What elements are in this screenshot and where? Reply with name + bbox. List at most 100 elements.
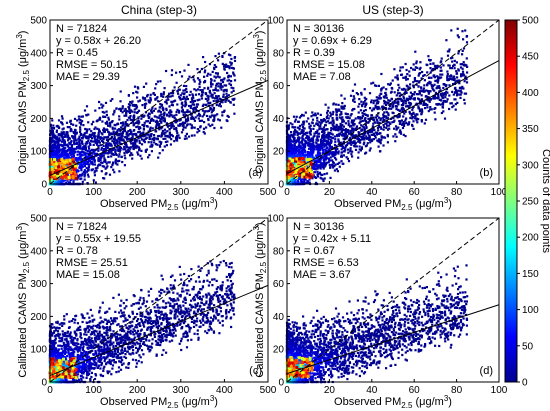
density-cell — [296, 154, 299, 157]
density-cell — [230, 80, 233, 83]
density-cell — [100, 148, 103, 151]
density-cell — [362, 134, 365, 137]
y-tick-label: 300 — [30, 81, 47, 92]
density-cell — [334, 148, 337, 151]
density-cell — [318, 154, 321, 157]
density-cell — [100, 156, 103, 159]
density-cell — [330, 136, 333, 139]
density-cell — [453, 87, 457, 90]
density-cell — [150, 109, 153, 113]
density-cell — [436, 75, 439, 78]
density-cell — [55, 149, 59, 152]
density-cell — [452, 104, 455, 107]
density-cell — [130, 101, 133, 104]
density-cell — [182, 111, 185, 114]
density-cell — [133, 114, 136, 117]
density-cell — [193, 119, 196, 122]
density-cell — [308, 122, 311, 125]
density-cell — [414, 114, 417, 117]
density-cell — [73, 132, 76, 135]
density-cell — [50, 153, 53, 156]
density-cell — [73, 130, 77, 133]
density-cell — [226, 79, 229, 82]
density-cell — [180, 131, 184, 134]
density-cell — [403, 122, 406, 125]
density-cell — [162, 116, 165, 119]
density-cell — [105, 136, 109, 139]
density-cell — [365, 135, 368, 138]
density-cell — [215, 82, 218, 85]
density-cell — [204, 60, 207, 64]
density-cell — [364, 99, 367, 102]
density-cell — [148, 153, 151, 157]
density-cell — [442, 92, 445, 96]
density-cell — [208, 63, 211, 66]
density-cell — [78, 163, 81, 166]
density-cell — [346, 157, 349, 160]
density-cell — [456, 76, 459, 79]
density-cell — [358, 145, 361, 148]
density-cell — [440, 57, 443, 60]
density-cell — [331, 151, 334, 154]
density-cell — [324, 119, 327, 122]
density-cell — [78, 139, 81, 143]
density-cell — [70, 169, 73, 172]
density-cell — [92, 151, 95, 154]
density-cell — [437, 79, 440, 82]
density-cell — [293, 161, 296, 165]
density-cell — [82, 146, 85, 150]
density-cell — [196, 68, 199, 71]
density-cell — [302, 149, 306, 152]
density-cell — [341, 119, 344, 122]
density-cell — [460, 63, 464, 66]
density-cell — [466, 71, 469, 74]
density-cell — [308, 151, 311, 154]
density-cell — [87, 145, 90, 148]
density-cell — [57, 181, 60, 184]
density-cell — [119, 147, 122, 151]
density-cell — [292, 178, 296, 181]
density-cell — [337, 133, 340, 136]
density-cell — [79, 128, 82, 131]
density-cell — [159, 111, 162, 114]
density-cell — [67, 139, 70, 142]
density-cell — [187, 78, 190, 81]
density-cell — [355, 127, 358, 130]
density-cell — [375, 106, 379, 109]
density-cell — [181, 104, 184, 107]
density-cell — [389, 99, 392, 102]
density-cell — [192, 78, 195, 81]
density-cell — [57, 149, 60, 152]
density-cell — [49, 123, 52, 126]
density-cell — [332, 164, 336, 168]
density-cell — [168, 115, 171, 118]
density-cell — [370, 82, 373, 85]
density-cell — [202, 103, 205, 106]
density-cell — [217, 82, 220, 85]
density-cell — [378, 125, 381, 128]
density-cell — [403, 112, 406, 115]
density-cell — [154, 107, 157, 110]
density-cell — [73, 143, 76, 146]
density-cell — [166, 130, 169, 133]
density-cell — [328, 157, 331, 160]
density-cell — [119, 145, 122, 149]
density-cell — [185, 124, 188, 127]
density-cell — [114, 158, 118, 161]
density-cell — [289, 136, 292, 139]
density-cell — [52, 140, 55, 143]
density-cell — [56, 152, 59, 155]
density-cell — [154, 87, 157, 90]
density-cell — [92, 149, 95, 152]
density-cell — [287, 124, 290, 127]
density-cell — [425, 63, 428, 66]
density-cell — [210, 93, 213, 96]
density-cell — [210, 83, 213, 86]
density-cell — [398, 109, 401, 112]
density-cell — [399, 132, 403, 135]
density-cell — [379, 126, 382, 129]
density-cell — [431, 87, 434, 90]
density-cell — [137, 153, 140, 156]
density-cell — [117, 149, 120, 152]
density-cell — [189, 113, 192, 116]
